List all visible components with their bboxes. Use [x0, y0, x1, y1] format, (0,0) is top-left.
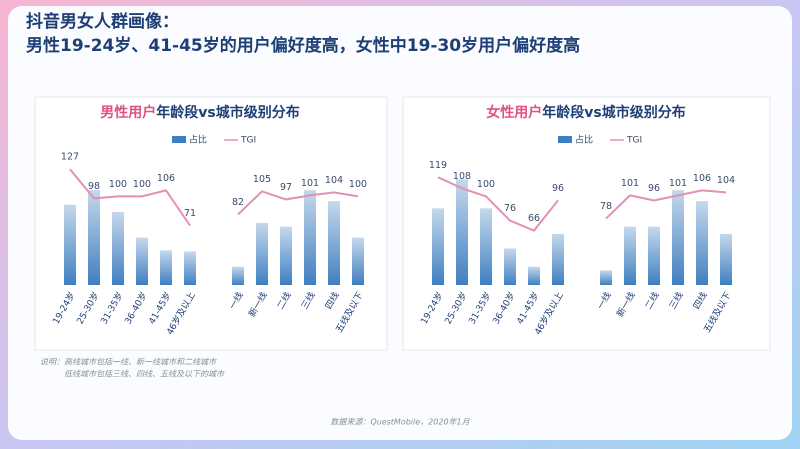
- chart-title: 男性用户年龄段vs城市级别分布: [100, 104, 299, 121]
- bar: [432, 208, 444, 285]
- bar: [184, 251, 196, 285]
- bar: [64, 204, 76, 285]
- page-subtitle: 男性19-24岁、41-45岁的用户偏好度高，女性中19-30岁用户偏好度高: [26, 35, 580, 56]
- tgi-label: 96: [552, 183, 564, 194]
- bar: [456, 179, 468, 285]
- bar: [112, 212, 124, 285]
- bar: [304, 190, 316, 285]
- legend-swatch: [558, 136, 572, 143]
- note: 说明：高线城市包括一线、新一线城市和二线城市: [40, 358, 217, 367]
- tgi-label: 96: [648, 183, 660, 194]
- tgi-label: 71: [184, 208, 196, 219]
- tgi-label: 100: [109, 179, 127, 190]
- bar: [280, 226, 292, 285]
- bar: [720, 233, 732, 285]
- bar: [624, 226, 636, 285]
- bar: [256, 222, 268, 285]
- page-title: 抖音男女人群画像：: [26, 11, 179, 32]
- tgi-label: 104: [325, 175, 343, 186]
- bar: [160, 250, 172, 285]
- legend-label: 占比: [189, 134, 207, 146]
- chart-title-highlight: 女性用户: [486, 104, 542, 121]
- tgi-label: 108: [453, 171, 471, 182]
- bar: [672, 190, 684, 285]
- bar: [528, 266, 540, 285]
- bar: [480, 208, 492, 285]
- bar: [88, 190, 100, 285]
- tgi-label: 101: [621, 178, 639, 189]
- chart-title-rest: 年龄段vs城市级别分布: [542, 104, 685, 121]
- bar: [648, 226, 660, 285]
- legend-swatch: [172, 136, 186, 143]
- tgi-label: 100: [133, 179, 151, 190]
- bar: [352, 237, 364, 285]
- tgi-label: 104: [717, 175, 735, 186]
- legend-label: 占比: [575, 134, 593, 146]
- legend-label: TGI: [240, 136, 256, 146]
- bar: [552, 233, 564, 285]
- bar: [504, 248, 516, 285]
- bar: [696, 201, 708, 285]
- tgi-label: 101: [669, 178, 687, 189]
- bar: [600, 270, 612, 285]
- bar: [136, 237, 148, 285]
- tgi-label: 100: [349, 179, 367, 190]
- tgi-label: 127: [61, 152, 79, 163]
- tgi-label: 66: [528, 213, 540, 224]
- tgi-label: 101: [301, 178, 319, 189]
- source: 数据来源：QuestMobile，2020年1月: [330, 418, 470, 427]
- tgi-label: 100: [477, 179, 495, 190]
- chart-title: 女性用户年龄段vs城市级别分布: [486, 104, 685, 121]
- tgi-label: 106: [693, 173, 711, 184]
- chart-title-highlight: 男性用户: [100, 104, 156, 121]
- tgi-line: [69, 168, 359, 227]
- tgi-label: 76: [504, 203, 516, 214]
- tgi-label: 105: [253, 174, 271, 185]
- tgi-label: 82: [232, 197, 244, 208]
- bar: [328, 201, 340, 285]
- note: 低线城市包括三线、四线、五线及以下的城市: [64, 370, 225, 379]
- tgi-label: 98: [88, 181, 100, 192]
- tgi-label: 97: [280, 182, 292, 193]
- tgi-label: 119: [429, 160, 447, 171]
- chart-title-rest: 年龄段vs城市级别分布: [156, 104, 299, 121]
- legend-label: TGI: [626, 136, 642, 146]
- bar: [232, 266, 244, 285]
- tgi-label: 78: [600, 201, 612, 212]
- tgi-label: 106: [157, 173, 175, 184]
- tgi-line: [437, 176, 727, 232]
